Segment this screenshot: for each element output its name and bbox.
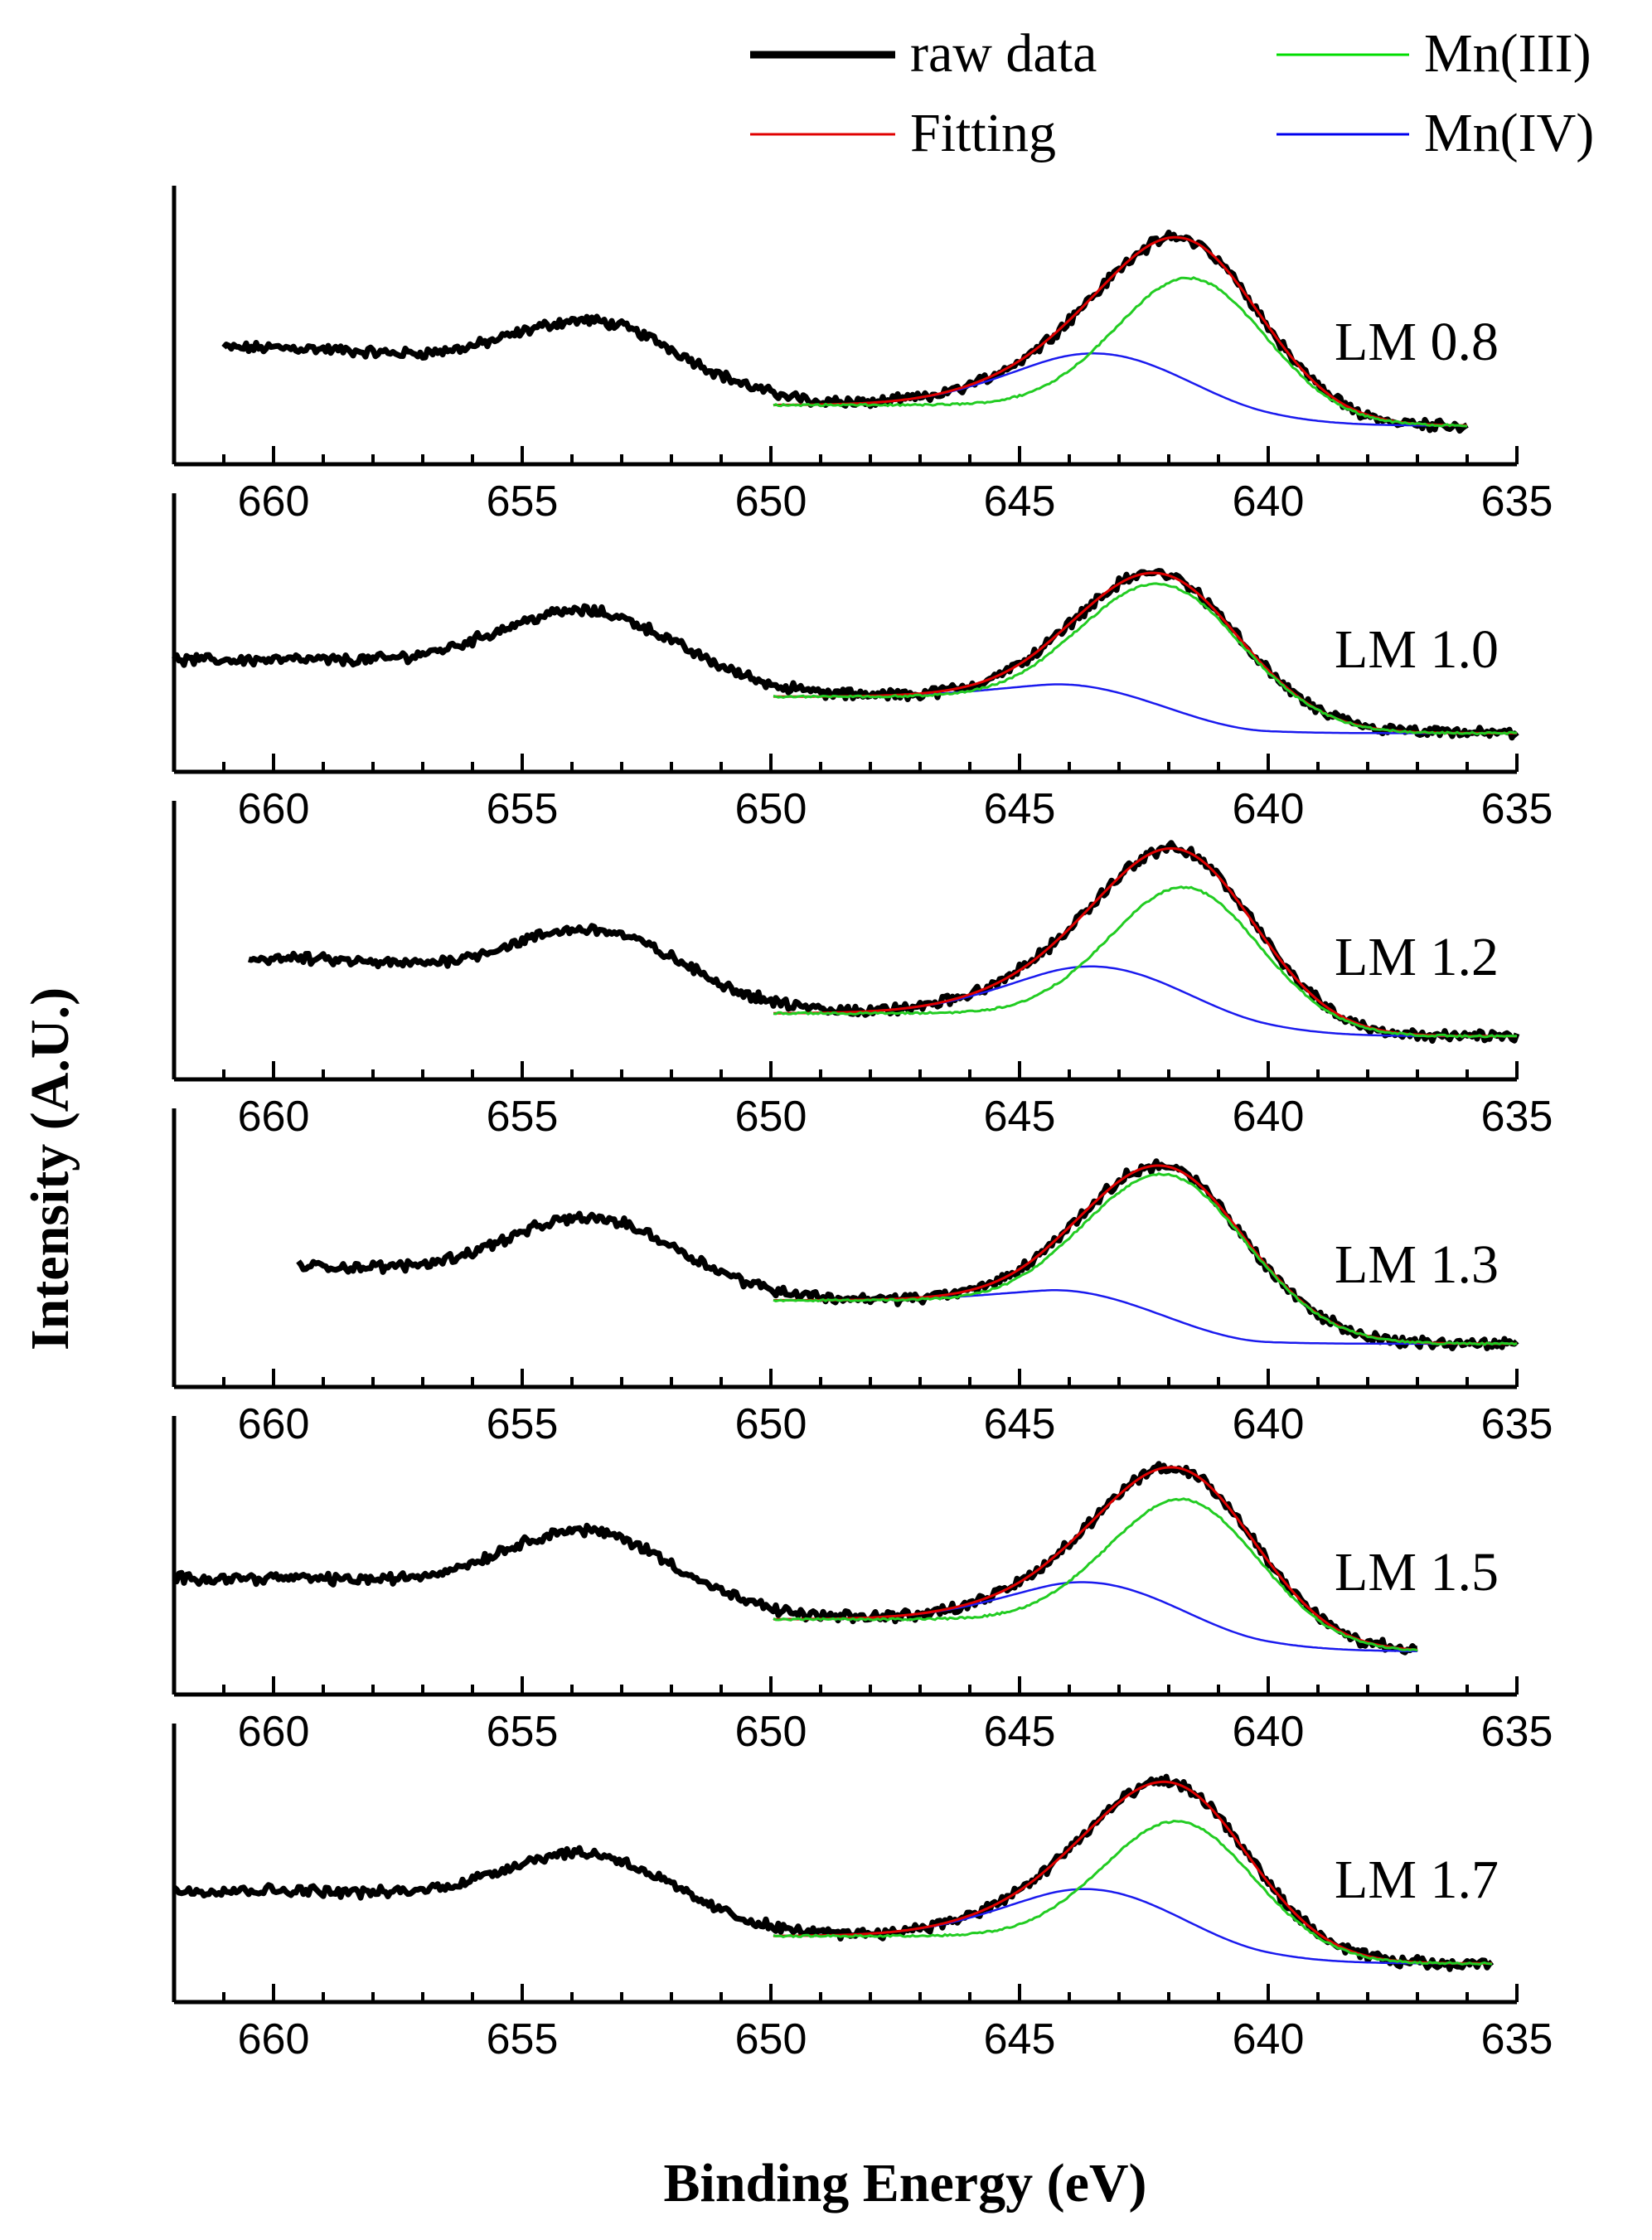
y-axis-title: Intensity (A.U.) — [20, 987, 80, 1350]
fitting-line — [773, 1466, 1418, 1651]
x-tick-label: 645 — [984, 1093, 1056, 1141]
raw-data-line — [172, 1461, 1418, 1656]
x-tick-label: 645 — [984, 785, 1056, 833]
raw-data-line — [221, 230, 1469, 434]
x-tick-label: 645 — [984, 1708, 1056, 1756]
panel-label: LM 0.8 — [1335, 312, 1499, 372]
legend-mn3-label: Mn(III) — [1424, 23, 1591, 84]
mn3-line — [773, 1819, 1493, 1966]
x-tick-label: 650 — [735, 1093, 807, 1141]
x-tick-label: 635 — [1481, 2015, 1553, 2063]
x-tick-label: 660 — [238, 478, 310, 526]
fitting-line — [773, 235, 1467, 427]
legend: raw data Fitting Mn(III) Mn(IV) — [750, 23, 1594, 163]
x-tick-label: 660 — [238, 1708, 310, 1756]
panel-lm-0.8: 660 655 650 645 640 635 LM 0.8 — [172, 186, 1553, 526]
x-tick-label: 640 — [1233, 1093, 1305, 1141]
x-tick-label: 640 — [1233, 785, 1305, 833]
panel-lm-1.2: 660 655 650 645 640 635 LM 1.2 — [172, 801, 1553, 1141]
mn3-line — [773, 582, 1518, 736]
panel-label: LM 1.3 — [1335, 1234, 1499, 1295]
x-tick-label: 645 — [984, 1400, 1056, 1448]
x-tick-label: 655 — [487, 1708, 559, 1756]
legend-fitting-label: Fitting — [910, 103, 1056, 163]
panel-lm-1.5: 660 655 650 645 640 635 LM 1.5 — [172, 1416, 1553, 1756]
x-tick-label: 660 — [238, 1400, 310, 1448]
x-tick-label: 635 — [1481, 478, 1553, 526]
x-tick-label: 655 — [487, 785, 559, 833]
x-tick-label: 655 — [487, 1400, 559, 1448]
x-tick-label: 635 — [1481, 1400, 1553, 1448]
x-tick-label: 655 — [487, 2015, 559, 2063]
panel-lm-1.0: 660 655 650 645 640 635 LM 1.0 — [171, 493, 1553, 833]
panel-label: LM 1.7 — [1335, 1850, 1499, 1910]
x-tick-label: 650 — [735, 478, 807, 526]
x-tick-label: 655 — [487, 478, 559, 526]
x-tick-label: 660 — [238, 1093, 310, 1141]
raw-data-line — [172, 1773, 1495, 1972]
panel-label: LM 1.5 — [1335, 1542, 1499, 1602]
panel-label: LM 1.2 — [1335, 927, 1499, 987]
x-tick-label: 635 — [1481, 785, 1553, 833]
x-tick-label: 645 — [984, 2015, 1056, 2063]
x-tick-label: 635 — [1481, 1708, 1553, 1756]
x-tick-label: 635 — [1481, 1093, 1553, 1141]
x-tick-label: 650 — [735, 1708, 807, 1756]
mn3-line — [773, 276, 1468, 428]
x-tick-label: 640 — [1233, 1708, 1305, 1756]
x-tick-label: 640 — [1233, 2015, 1305, 2063]
x-tick-label: 640 — [1233, 1400, 1305, 1448]
x-tick-label: 655 — [487, 1093, 559, 1141]
mn3-line — [773, 885, 1518, 1039]
x-tick-label: 640 — [1233, 478, 1305, 526]
x-axis-title: Binding Energy (eV) — [663, 2153, 1146, 2213]
x-tick-label: 650 — [735, 785, 807, 833]
x-tick-label: 645 — [984, 478, 1056, 526]
x-tick-label: 650 — [735, 2015, 807, 2063]
legend-mn4-label: Mn(IV) — [1424, 103, 1594, 163]
mn3-line — [773, 1171, 1518, 1346]
mn3-line — [773, 1497, 1418, 1652]
panel-lm-1.3: 660 655 650 645 640 635 LM 1.3 — [172, 1108, 1553, 1448]
panel-lm-1.7: 660 655 650 645 640 635 LM 1.7 — [172, 1724, 1553, 2063]
x-tick-label: 660 — [238, 785, 310, 833]
legend-raw-label: raw data — [910, 23, 1097, 84]
x-tick-label: 650 — [735, 1400, 807, 1448]
panel-label: LM 1.0 — [1335, 619, 1499, 680]
x-tick-label: 660 — [238, 2015, 310, 2063]
raw-data-line — [171, 568, 1519, 741]
